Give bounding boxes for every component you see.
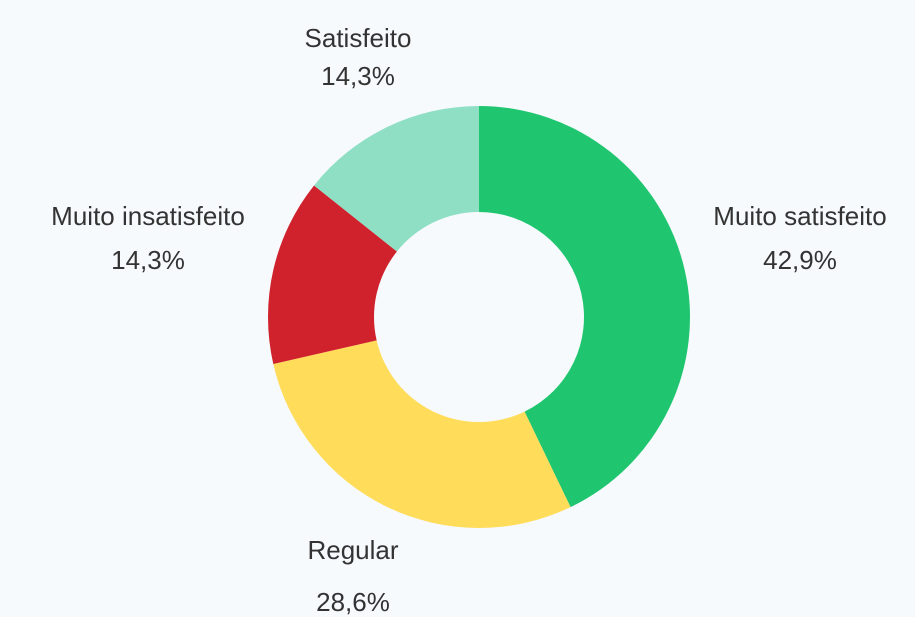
slice [273, 340, 571, 528]
slice-label: Muito insatisfeito [51, 201, 245, 231]
slice [268, 185, 397, 364]
slice-value: 14,3% [111, 245, 185, 275]
slice-label: Satisfeito [305, 23, 412, 53]
slice [314, 106, 479, 252]
slice-label: Regular [307, 535, 398, 565]
slice-label: Muito satisfeito [713, 201, 886, 231]
slice-value: 42,9% [763, 245, 837, 275]
slice-value: 28,6% [316, 587, 390, 617]
slice [479, 106, 691, 508]
slice-value: 14,3% [321, 61, 395, 91]
